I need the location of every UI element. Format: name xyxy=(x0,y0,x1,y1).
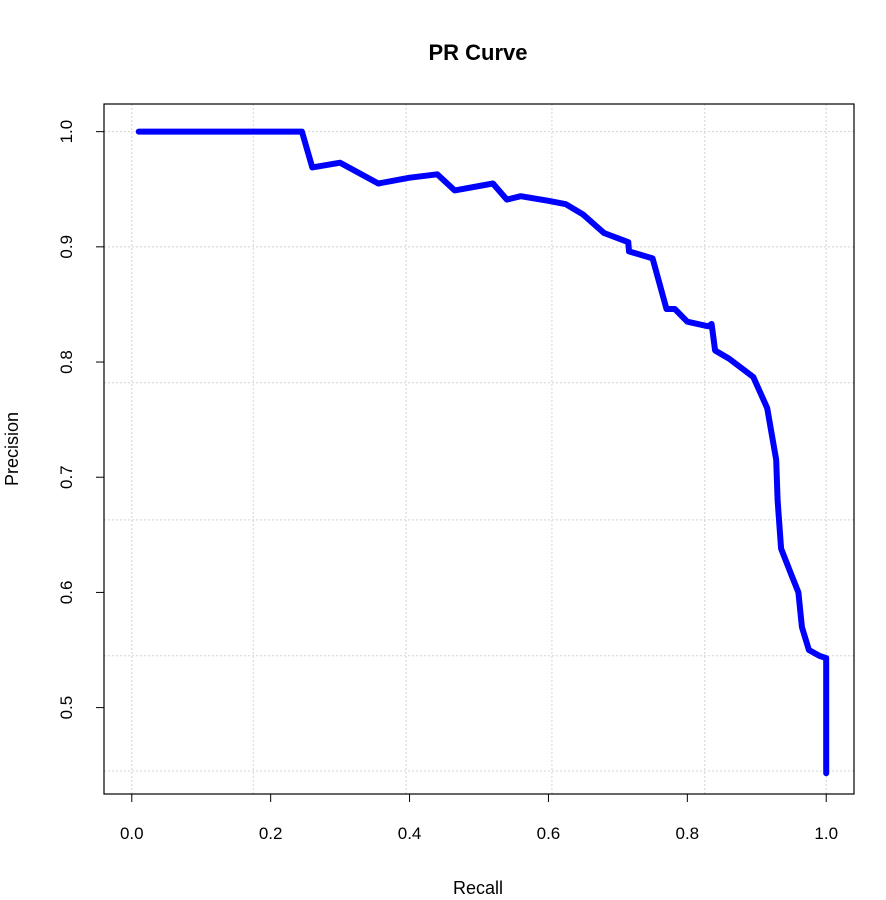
x-axis-label: Recall xyxy=(453,878,503,898)
y-axis-label: Precision xyxy=(2,412,22,486)
y-tick-label: 0.9 xyxy=(57,235,76,259)
x-axis: 0.0 0.2 0.4 0.6 0.8 1.0 xyxy=(120,794,838,843)
y-tick-label: 0.5 xyxy=(57,696,76,720)
series-group xyxy=(135,128,830,777)
plot-frame xyxy=(103,103,855,795)
y-tick-label: 0.8 xyxy=(57,350,76,374)
x-tick-label: 1.0 xyxy=(814,824,838,843)
y-tick-label: 0.6 xyxy=(57,581,76,605)
y-tick-label: 1.0 xyxy=(57,120,76,144)
x-tick-label: 0.0 xyxy=(120,824,144,843)
y-axis: 0.5 0.6 0.7 0.8 0.9 1.0 xyxy=(57,120,104,720)
pr-curve-line xyxy=(135,128,830,777)
x-tick-label: 0.4 xyxy=(398,824,422,843)
grid-lines xyxy=(104,104,854,794)
chart-title: PR Curve xyxy=(428,40,527,65)
y-tick-label: 0.7 xyxy=(57,465,76,489)
x-tick-label: 0.6 xyxy=(537,824,561,843)
x-tick-label: 0.8 xyxy=(676,824,700,843)
x-tick-label: 0.2 xyxy=(259,824,283,843)
